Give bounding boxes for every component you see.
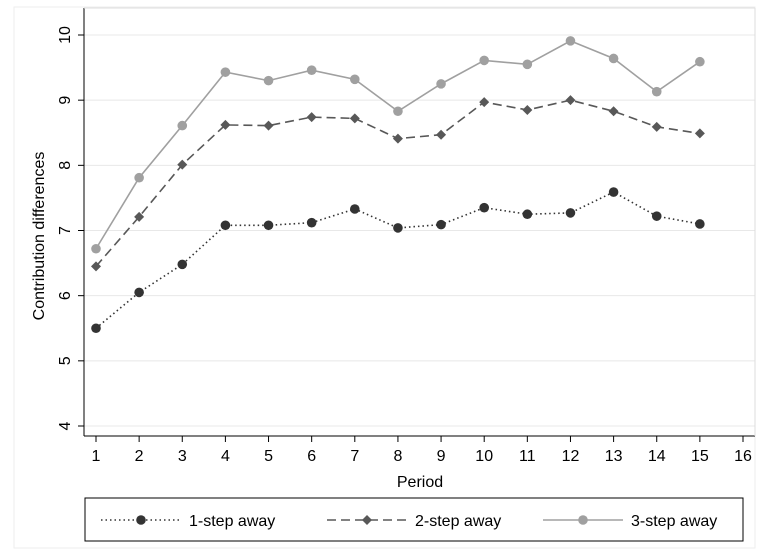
x-tick-label-7: 7 bbox=[350, 448, 359, 465]
x-axis-title: Period bbox=[397, 474, 443, 491]
series-3-point-5 bbox=[263, 75, 274, 86]
series-2-point-13 bbox=[608, 106, 619, 117]
y-tick-label-5: 5 bbox=[57, 356, 74, 365]
series-1-point-10 bbox=[479, 202, 490, 213]
x-tick-label-11: 11 bbox=[519, 448, 536, 465]
y-tick-label-4: 4 bbox=[57, 421, 74, 430]
series-1-point-9 bbox=[436, 219, 446, 230]
x-tick-label-3: 3 bbox=[178, 448, 187, 465]
x-tick-label-10: 10 bbox=[475, 448, 493, 465]
series-3-point-13 bbox=[608, 53, 619, 64]
x-tick-label-4: 4 bbox=[221, 448, 230, 465]
series-3-point-8 bbox=[393, 106, 403, 117]
series-1-point-3 bbox=[177, 259, 188, 270]
y-axis-title: Contribution differences bbox=[31, 152, 48, 321]
x-tick-label-8: 8 bbox=[393, 448, 402, 465]
legend: 1-step away 2-step away 3-step away bbox=[84, 497, 744, 542]
series-2-point-8 bbox=[392, 133, 403, 144]
series-1-point-11 bbox=[522, 209, 533, 220]
series-1 bbox=[91, 187, 705, 334]
series-2-point-1 bbox=[91, 261, 101, 272]
x-tick-label-1: 1 bbox=[92, 448, 101, 465]
legend-swatch-marker-2 bbox=[362, 515, 372, 525]
series-2-point-10 bbox=[479, 97, 490, 108]
series-1-point-4 bbox=[220, 220, 231, 231]
series-2-point-6 bbox=[306, 112, 317, 123]
series-1-point-2 bbox=[134, 287, 144, 298]
y-tick-label-9: 9 bbox=[57, 96, 74, 105]
x-tick-label-5: 5 bbox=[264, 448, 273, 465]
legend-box bbox=[84, 497, 744, 542]
gridlines bbox=[84, 34, 755, 427]
y-tick-label-10: 10 bbox=[57, 26, 74, 44]
series-1-point-5 bbox=[263, 220, 274, 231]
x-tick-label-9: 9 bbox=[437, 448, 446, 465]
series-3-point-15 bbox=[695, 56, 705, 67]
series-1-point-6 bbox=[306, 217, 317, 228]
series-3-point-12 bbox=[565, 36, 576, 46]
x-tick-label-2: 2 bbox=[135, 448, 144, 465]
series-2-point-14 bbox=[651, 121, 662, 132]
legend-item-2: 2-step away bbox=[327, 513, 501, 530]
series-3 bbox=[91, 36, 705, 254]
series-3-point-4 bbox=[220, 67, 231, 77]
legend-item-1: 1-step away bbox=[101, 513, 275, 530]
series-2-point-11 bbox=[522, 104, 533, 115]
series-2-point-4 bbox=[220, 119, 231, 130]
y-tick-label-8: 8 bbox=[57, 161, 74, 170]
x-tick-label-15: 15 bbox=[691, 448, 709, 465]
series-2 bbox=[91, 95, 705, 272]
series-2-point-9 bbox=[436, 129, 447, 140]
x-tick-label-13: 13 bbox=[605, 448, 623, 465]
x-tick-label-12: 12 bbox=[562, 448, 580, 465]
series-1-point-1 bbox=[91, 323, 101, 334]
series-layer bbox=[91, 36, 705, 334]
series-3-point-1 bbox=[91, 243, 101, 254]
series-2-point-15 bbox=[694, 128, 705, 139]
series-2-point-5 bbox=[263, 120, 274, 131]
series-3-point-3 bbox=[177, 120, 188, 131]
series-1-point-12 bbox=[565, 208, 576, 218]
series-3-point-2 bbox=[134, 172, 144, 183]
legend-swatch-marker-1 bbox=[136, 515, 146, 525]
x-tick-label-16: 16 bbox=[734, 448, 752, 465]
series-3-point-6 bbox=[306, 65, 317, 75]
series-1-point-8 bbox=[393, 223, 403, 233]
x-tick-label-14: 14 bbox=[648, 448, 666, 465]
series-3-point-7 bbox=[350, 74, 360, 85]
series-1-point-13 bbox=[608, 187, 619, 197]
series-2-point-12 bbox=[565, 95, 576, 106]
series-3-point-11 bbox=[522, 59, 533, 70]
series-2-point-3 bbox=[177, 159, 188, 170]
legend-swatch-marker-3 bbox=[578, 515, 588, 525]
series-3-point-9 bbox=[436, 79, 446, 89]
x-tick-label-6: 6 bbox=[307, 448, 316, 465]
legend-label-1: 1-step away bbox=[189, 513, 275, 530]
legend-label-3: 3-step away bbox=[631, 513, 717, 530]
legend-label-2: 2-step away bbox=[415, 513, 501, 530]
series-2-point-2 bbox=[134, 211, 145, 222]
series-3-point-10 bbox=[479, 55, 490, 66]
series-2-point-7 bbox=[349, 113, 360, 124]
y-tick-label-6: 6 bbox=[57, 291, 74, 300]
series-1-point-14 bbox=[651, 211, 662, 221]
series-1-point-15 bbox=[695, 219, 705, 229]
y-tick-label-7: 7 bbox=[57, 226, 74, 235]
series-3-point-14 bbox=[651, 86, 662, 97]
series-1-line bbox=[95, 191, 701, 329]
legend-item-3: 3-step away bbox=[543, 513, 717, 530]
series-1-point-7 bbox=[350, 204, 360, 214]
legend-items: 1-step away 2-step away 3-step away bbox=[101, 513, 717, 530]
